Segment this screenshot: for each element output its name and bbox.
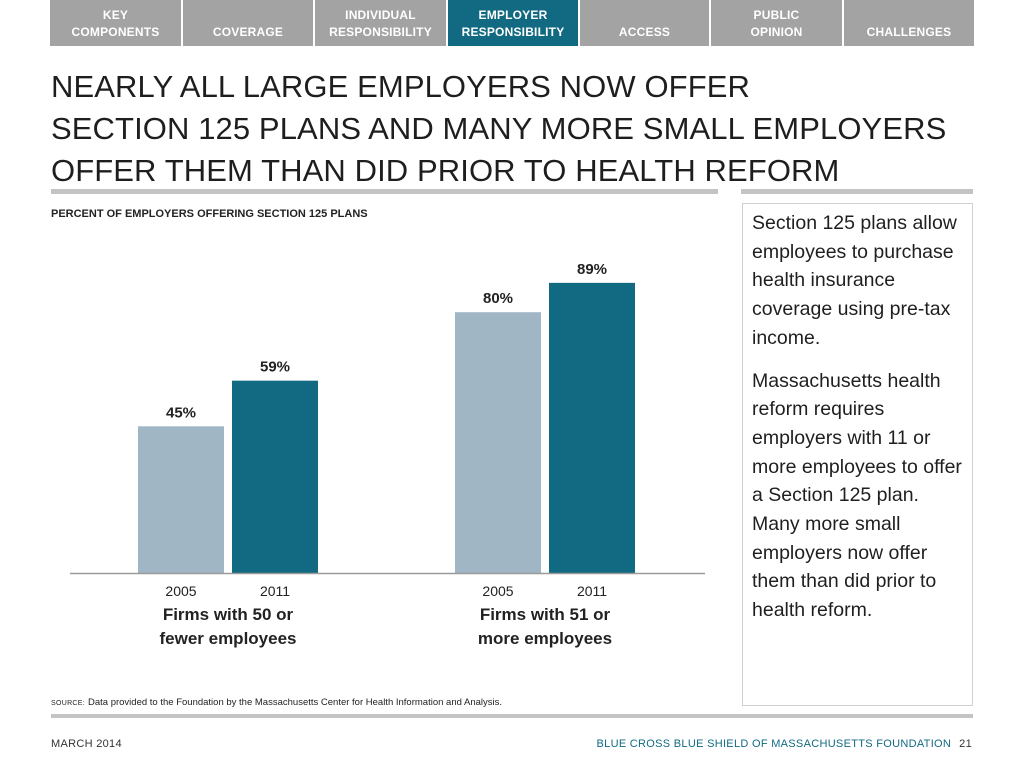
footer-divider bbox=[51, 714, 973, 718]
footer-date: MARCH 2014 bbox=[51, 738, 122, 750]
title-line-3: OFFER THEM THAN DID PRIOR TO HEALTH REFO… bbox=[51, 153, 840, 188]
x-tick-label: 2005 bbox=[165, 583, 196, 599]
explanation-box bbox=[742, 203, 973, 706]
tab-label: ACCESS bbox=[618, 25, 671, 39]
tab-employer-responsibility[interactable]: EMPLOYER RESPONSIBILITY bbox=[448, 0, 578, 46]
tab-label-line2: COMPONENTS bbox=[71, 25, 160, 39]
bar-value-label: 80% bbox=[483, 290, 513, 307]
bar-2011-group-2 bbox=[549, 282, 635, 573]
tab-label-line1: PUBLIC bbox=[753, 8, 800, 22]
chart-title: PERCENT OF EMPLOYERS OFFERING SECTION 12… bbox=[51, 208, 368, 220]
x-tick-label: 2011 bbox=[260, 583, 290, 599]
title-divider bbox=[51, 189, 718, 194]
group-label-large-firms: Firms with 51 or more employees bbox=[445, 603, 645, 651]
tab-label: COVERAGE bbox=[212, 25, 284, 39]
group-label-line2: more employees bbox=[477, 629, 613, 648]
tab-label-line1: INDIVIDUAL bbox=[345, 8, 416, 22]
tab-label-line2: OPINION bbox=[750, 25, 803, 39]
group-label-line2: fewer employees bbox=[159, 629, 297, 648]
group-label-small-firms: Firms with 50 or fewer employees bbox=[128, 603, 328, 651]
page-title: NEARLY ALL LARGE EMPLOYERS NOW OFFER SEC… bbox=[51, 66, 951, 192]
tab-label: CHALLENGES bbox=[866, 25, 952, 39]
bar-value-label: 45% bbox=[166, 404, 196, 421]
tab-access[interactable]: ACCESS bbox=[580, 0, 709, 46]
section-nav: KEY COMPONENTS COVERAGE INDIVIDUAL RESPONS… bbox=[50, 0, 976, 46]
x-tick-label: 2011 bbox=[577, 583, 607, 599]
title-line-1: NEARLY ALL LARGE EMPLOYERS NOW OFFER bbox=[51, 69, 750, 104]
footer-credit: BLUE CROSS BLUE SHIELD OF MASSACHUSETTS … bbox=[597, 738, 972, 750]
bar-2005-group-2 bbox=[455, 312, 541, 573]
tab-coverage[interactable]: COVERAGE bbox=[183, 0, 313, 46]
tab-label-line1: KEY bbox=[102, 8, 129, 22]
tab-key-components[interactable]: KEY COMPONENTS bbox=[50, 0, 181, 46]
group-label-line1: Firms with 51 or bbox=[479, 605, 611, 624]
title-line-2: SECTION 125 PLANS AND MANY MORE SMALL EM… bbox=[51, 111, 947, 146]
sidebar-divider bbox=[741, 189, 973, 194]
source-note: SOURCE: Data provided to the Foundation b… bbox=[51, 697, 502, 708]
bar-value-label: 59% bbox=[260, 359, 290, 376]
x-tick-label: 2005 bbox=[482, 583, 513, 599]
group-label-line1: Firms with 50 or bbox=[162, 605, 294, 624]
tab-label-line1: EMPLOYER bbox=[478, 8, 548, 22]
tab-challenges[interactable]: CHALLENGES bbox=[844, 0, 974, 46]
explanation-paragraph-2: Massachusetts health reform requires emp… bbox=[752, 369, 962, 622]
source-text: Data provided to the Foundation by the M… bbox=[88, 697, 503, 708]
bar-value-label: 89% bbox=[577, 261, 607, 278]
tab-individual-responsibility[interactable]: INDIVIDUAL RESPONSIBILITY bbox=[315, 0, 446, 46]
tab-public-opinion[interactable]: PUBLIC OPINION bbox=[711, 0, 842, 46]
explanation-text: Section 125 plans allow employees to pur… bbox=[752, 209, 967, 639]
source-label: SOURCE: bbox=[51, 700, 85, 707]
footer-organization: BLUE CROSS BLUE SHIELD OF MASSACHUSETTS … bbox=[596, 738, 952, 750]
tab-label-line2: RESPONSIBILITY bbox=[461, 25, 565, 39]
bar-2005-group-1 bbox=[138, 426, 224, 573]
tab-label-line2: RESPONSIBILITY bbox=[329, 25, 432, 39]
bar-2011-group-1 bbox=[232, 380, 318, 573]
explanation-paragraph-1: Section 125 plans allow employees to pur… bbox=[752, 212, 957, 349]
page-number: 21 bbox=[959, 738, 972, 750]
